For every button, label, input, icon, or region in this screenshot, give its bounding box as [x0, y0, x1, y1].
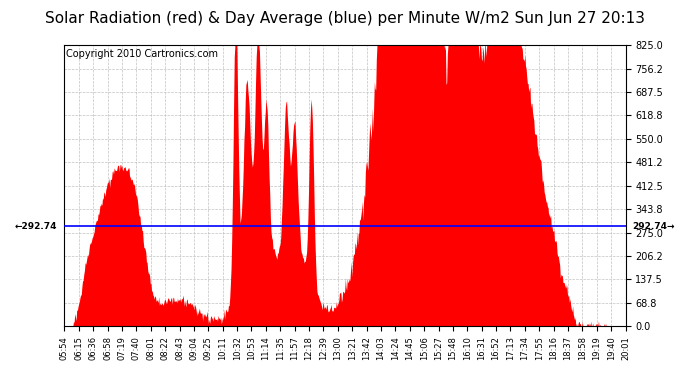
- Text: 292.74→: 292.74→: [633, 222, 675, 231]
- Text: Copyright 2010 Cartronics.com: Copyright 2010 Cartronics.com: [66, 50, 217, 60]
- Text: Solar Radiation (red) & Day Average (blue) per Minute W/m2 Sun Jun 27 20:13: Solar Radiation (red) & Day Average (blu…: [45, 11, 645, 26]
- Text: ←292.74: ←292.74: [15, 222, 57, 231]
